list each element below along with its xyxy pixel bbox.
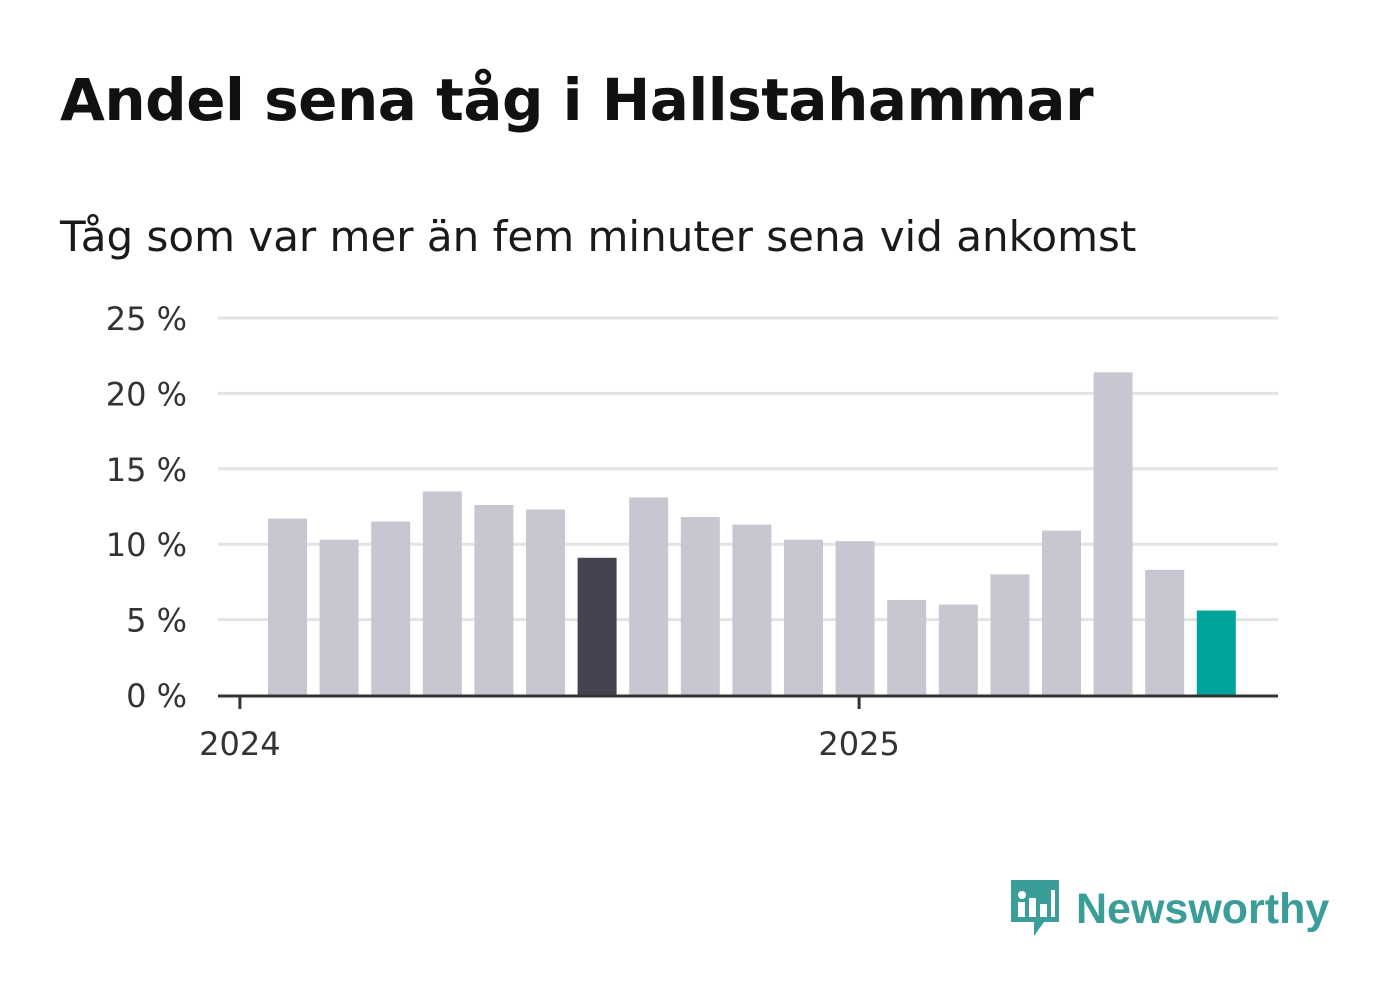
x-tick-label: 2024 — [199, 725, 280, 763]
y-tick-label: 25 % — [106, 300, 187, 338]
brand-name: Newsworthy — [1076, 884, 1330, 933]
bar — [629, 497, 669, 695]
bar — [1042, 530, 1081, 695]
brand-logo: Newsworthy — [1008, 878, 1329, 940]
bar — [732, 524, 772, 695]
bar — [577, 557, 617, 695]
bar — [526, 509, 565, 695]
y-axis-labels: 0 % 5 % 10 % 15 % 20 % 25 % — [106, 300, 187, 715]
newsworthy-logo-icon — [1011, 880, 1059, 936]
chart-subtitle: Tåg som var mer än fem minuter sena vid … — [60, 212, 1137, 261]
bar — [680, 517, 720, 695]
bar — [784, 539, 823, 695]
bar — [835, 541, 875, 695]
y-tick-label: 20 % — [106, 375, 187, 413]
bars — [268, 372, 1236, 695]
bar — [268, 518, 307, 695]
x-axis-labels: 2024 2025 — [199, 725, 900, 763]
bar — [1093, 372, 1133, 695]
y-tick-label: 10 % — [106, 526, 187, 564]
y-tick-label: 0 % — [126, 677, 187, 715]
chart-title: Andel sena tåg i Hallstahammar — [60, 66, 1094, 134]
bar — [1145, 569, 1185, 695]
x-tick-label: 2025 — [818, 725, 899, 763]
bar — [371, 521, 411, 695]
bar — [887, 599, 927, 695]
y-tick-label: 15 % — [106, 451, 187, 489]
x-axis — [218, 694, 1278, 709]
bar — [938, 604, 978, 695]
bar — [319, 539, 359, 695]
bar — [1196, 610, 1236, 695]
bar — [422, 491, 462, 695]
y-tick-label: 5 % — [126, 602, 187, 640]
bar — [474, 504, 514, 695]
bar — [990, 574, 1030, 695]
